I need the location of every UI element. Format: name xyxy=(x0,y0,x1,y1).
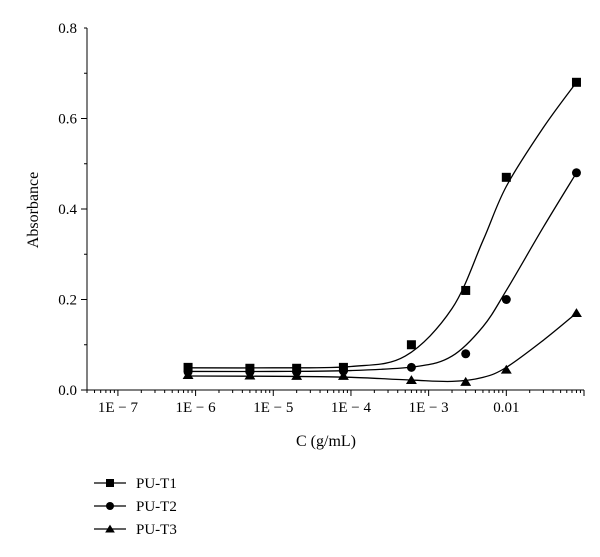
data-point-pu-t1 xyxy=(461,285,471,295)
data-point-pu-t3 xyxy=(405,375,417,385)
fit-curve-pu-t1 xyxy=(188,81,577,369)
x-axis-title: C (g/mL) xyxy=(296,433,356,450)
y-tick-label: 0.6 xyxy=(58,112,77,128)
data-point-pu-t2 xyxy=(571,168,581,178)
x-tick-label: 0.01 xyxy=(493,400,519,416)
data-point-pu-t2 xyxy=(461,349,471,359)
y-axis-title: Absorbance xyxy=(25,172,42,248)
legend-marker-pu-t2 xyxy=(106,502,114,510)
y-tick-label: 0.0 xyxy=(58,383,77,399)
data-point-pu-t3 xyxy=(460,376,472,386)
fit-curves xyxy=(188,81,578,383)
data-point-pu-t1 xyxy=(571,77,581,87)
legend-label-pu-t2: PU-T2 xyxy=(136,499,177,515)
y-tick-label: 0.4 xyxy=(58,202,77,218)
x-tick-label: 1E − 6 xyxy=(176,400,217,416)
x-tick-label: 1E − 3 xyxy=(409,400,449,416)
data-point-pu-t3 xyxy=(337,371,349,380)
data-point-pu-t1 xyxy=(183,362,193,372)
data-point-pu-t1 xyxy=(406,340,416,350)
legend-marker-pu-t3 xyxy=(105,524,115,533)
legend-label-pu-t3: PU-T3 xyxy=(136,522,177,538)
data-point-pu-t1 xyxy=(501,172,511,182)
x-tick-label: 1E − 7 xyxy=(98,400,139,416)
data-point-pu-t3 xyxy=(244,370,256,380)
data-points xyxy=(182,77,582,386)
data-point-pu-t3 xyxy=(500,364,512,374)
legend-label-pu-t1: PU-T1 xyxy=(136,476,177,492)
x-ticks: 1E − 7 1E − 6 1E − 5 1E − 4 1E − 3 0.01 xyxy=(86,390,585,416)
x-tick-label: 1E − 5 xyxy=(253,400,293,416)
data-point-pu-t2 xyxy=(501,295,511,304)
y-tick-label: 0.8 xyxy=(58,21,77,37)
axes xyxy=(86,28,584,391)
x-tick-label: 1E − 4 xyxy=(331,400,372,416)
data-point-pu-t3 xyxy=(291,371,303,380)
data-point-pu-t3 xyxy=(182,370,194,380)
fit-curve-pu-t2 xyxy=(188,172,578,373)
data-point-pu-t2 xyxy=(338,366,348,376)
y-ticks: 0.0 0.2 0.4 0.6 0.8 xyxy=(58,21,87,399)
legend: PU-T1 PU-T2 PU-T3 xyxy=(94,476,177,538)
legend-marker-pu-t1 xyxy=(106,479,114,487)
y-tick-label: 0.2 xyxy=(58,293,77,309)
data-point-pu-t3 xyxy=(571,308,582,318)
data-point-pu-t2 xyxy=(406,362,416,372)
